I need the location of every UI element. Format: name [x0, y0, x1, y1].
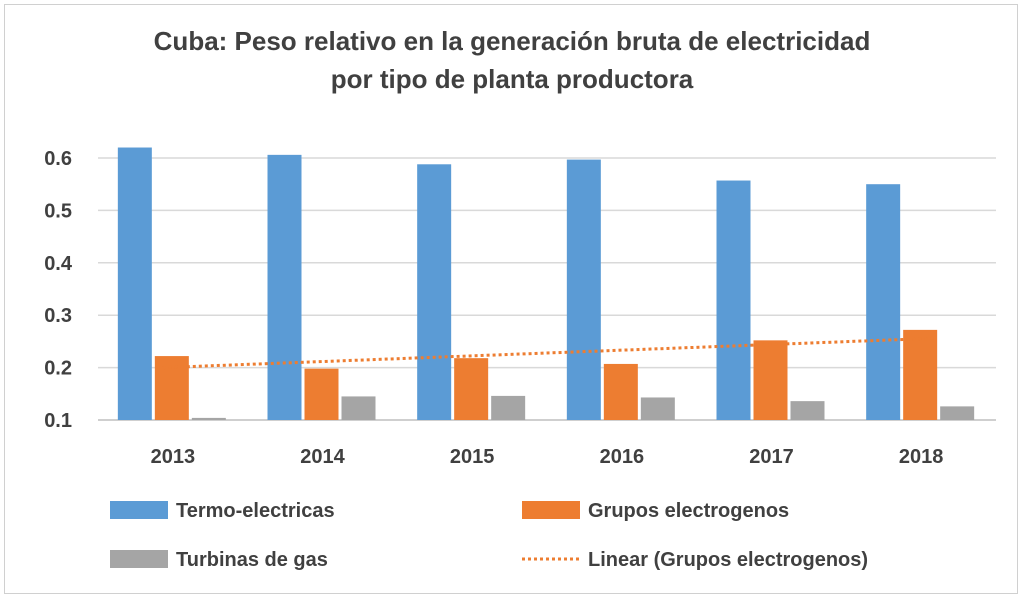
- legend-swatch: [110, 501, 168, 519]
- bar-turbinas-de-gas: [790, 401, 825, 420]
- y-axis-ticks: 0.1 0.2 0.3 0.4 0.5 0.6: [44, 148, 73, 432]
- bar-termo-electricas: [566, 159, 601, 420]
- bar-termo-electricas: [417, 164, 452, 420]
- legend-label: Turbinas de gas: [176, 549, 328, 571]
- x-tick-label: 2014: [300, 446, 345, 468]
- y-tick-label: 0.6: [44, 148, 72, 170]
- y-tick-label: 0.5: [44, 200, 72, 222]
- bar-grupos-electrogenos: [304, 368, 339, 420]
- bar-turbinas-de-gas: [491, 395, 526, 420]
- x-tick-label: 2017: [749, 446, 794, 468]
- bars: [117, 147, 975, 420]
- bar-turbinas-de-gas: [341, 396, 376, 420]
- x-axis-ticks: 2013 2014 2015 2016 2017 2018: [151, 446, 944, 468]
- x-tick-label: 2013: [151, 446, 196, 468]
- bar-grupos-electrogenos: [903, 329, 938, 420]
- legend-label: Termo-electricas: [176, 500, 335, 522]
- y-tick-label: 0.2: [44, 358, 72, 380]
- y-tick-label: 0.1: [44, 410, 72, 432]
- chart-frame: [4, 4, 1018, 594]
- chart-title: Cuba: Peso relativo en la generación bru…: [0, 22, 1024, 98]
- x-tick-label: 2015: [450, 446, 495, 468]
- gridlines: [98, 157, 996, 421]
- bar-grupos-electrogenos: [454, 358, 489, 420]
- y-tick-label: 0.4: [44, 253, 73, 275]
- legend-swatch: [110, 550, 168, 568]
- legend-label: Linear (Grupos electrogenos): [588, 549, 868, 571]
- x-tick-label: 2016: [600, 446, 645, 468]
- bar-termo-electricas: [267, 154, 302, 420]
- trendline: [162, 336, 936, 370]
- chart-title-line1: Cuba: Peso relativo en la generación bru…: [153, 26, 871, 56]
- bar-grupos-electrogenos: [603, 363, 638, 420]
- x-tick-label: 2018: [899, 446, 944, 468]
- bar-termo-electricas: [716, 180, 751, 420]
- bar-termo-electricas: [866, 184, 901, 420]
- bar-turbinas-de-gas: [191, 417, 226, 420]
- legend: Termo-electricas Grupos electrogenos Turbi…: [110, 500, 868, 571]
- trendline-group: [162, 336, 936, 370]
- legend-label: Grupos electrogenos: [588, 500, 789, 522]
- legend-swatch: [522, 501, 580, 519]
- bar-grupos-electrogenos: [753, 340, 788, 420]
- chart-title-line2: por tipo de planta productora: [330, 64, 694, 94]
- y-tick-label: 0.3: [44, 305, 72, 327]
- bar-turbinas-de-gas: [640, 397, 675, 420]
- bar-turbinas-de-gas: [940, 406, 975, 420]
- bar-termo-electricas: [117, 147, 152, 420]
